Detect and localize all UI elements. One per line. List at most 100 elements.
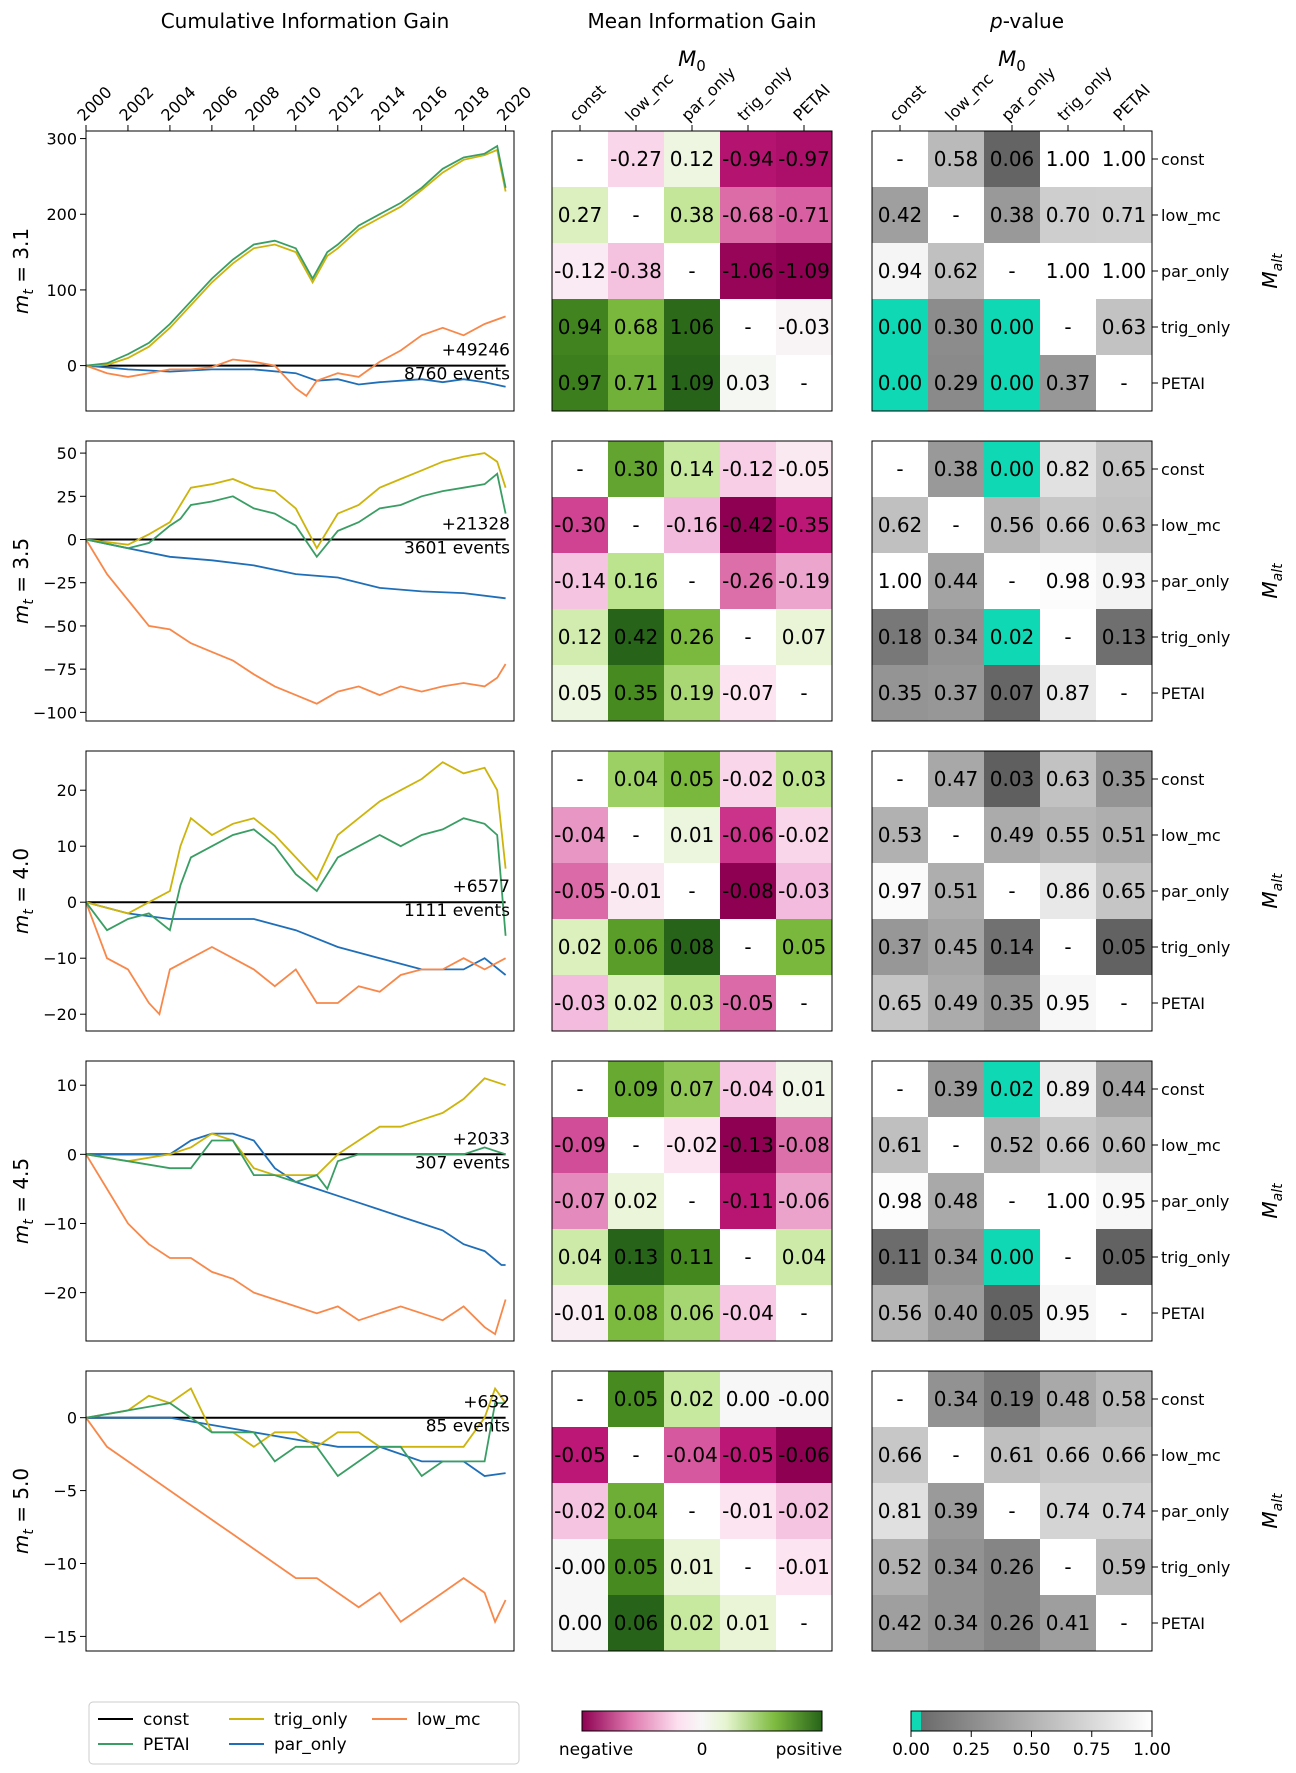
pvalue-cell-label: - <box>896 457 903 481</box>
mean-colorbar-gradient <box>581 1710 823 1732</box>
pvalue-cell <box>1040 807 1097 864</box>
pvalue-cell-label: 0.89 <box>1046 1077 1091 1101</box>
mean-cell-label: 0.11 <box>670 1245 715 1269</box>
mean-cell-label: 0.97 <box>558 371 603 395</box>
pvalue-cell <box>928 609 985 666</box>
mean-cell-label: - <box>800 371 807 395</box>
pvalue-cell-label: - <box>1064 315 1071 339</box>
pvalue-cell <box>872 1285 929 1342</box>
row-label-value: = 4.5 <box>9 1158 33 1219</box>
gain-annotation: +6577 <box>452 877 510 897</box>
x-tick-label: 2012 <box>325 83 367 125</box>
mean-cell-label: - <box>800 681 807 705</box>
pvalue-cell <box>1040 187 1097 244</box>
pvalue-cell <box>872 751 929 808</box>
pvalue-cell-label: 0.97 <box>878 879 923 903</box>
model-label: low_mc <box>1161 1446 1221 1466</box>
pvalue-cell <box>1096 919 1153 976</box>
pvalue-cell-label: 0.55 <box>1046 823 1091 847</box>
malt-label: Malt <box>1258 1493 1286 1529</box>
mean-cell <box>720 1371 777 1428</box>
model-label: low_mc <box>1161 516 1221 536</box>
mean-cell <box>720 1285 777 1342</box>
pvalue-cell-label: - <box>896 1077 903 1101</box>
pvalue-cell <box>1096 187 1153 244</box>
mean-cell <box>776 497 833 554</box>
pvalue-cell-label: 0.00 <box>878 315 923 339</box>
pvalue-cell <box>984 355 1041 412</box>
mean-cell-label: 0.00 <box>558 1611 603 1635</box>
model-label: PETAI <box>1161 1614 1205 1633</box>
model-label: low_mc <box>1161 206 1221 226</box>
mean-heatmap: -0.04 0.05 -0.02 0.03-0.04-0.01 -0.06 -0.02-0… <box>551 750 833 1032</box>
mean-cell-label: 0.68 <box>614 315 659 339</box>
pvalue-cell <box>872 131 929 188</box>
legend-label-PETAI: PETAI <box>143 1735 190 1755</box>
pvalue-cell <box>1040 243 1097 300</box>
mean-cell-label: -0.07 <box>722 681 774 705</box>
pvalue-cell <box>1096 1539 1153 1596</box>
mean-cell-label: 0.71 <box>614 371 659 395</box>
mean-cell <box>552 1371 609 1428</box>
mean-cell-label: 0.42 <box>614 625 659 649</box>
mean-cell <box>608 187 665 244</box>
y-tick-label: −75 <box>43 660 77 679</box>
mean-cell <box>664 807 721 864</box>
mean-cell-label: -0.05 <box>722 991 774 1015</box>
mean-cell-label: -0.03 <box>778 315 830 339</box>
malt-sub: alt <box>1270 563 1286 581</box>
pvalue-cell <box>928 665 985 722</box>
gain-annotation: +49246 <box>442 341 510 361</box>
column-label: trig_only <box>1053 62 1116 125</box>
mean-cell-label: -0.06 <box>778 1189 830 1213</box>
mean-heatmap: - -0.27 0.12 -0.94 -0.970.27-0.38 -0.68 -0.71-… <box>551 130 833 412</box>
mean-cell-label: 0.08 <box>670 935 715 959</box>
pvalue-cell-label: 0.00 <box>990 457 1035 481</box>
malt-sub: alt <box>1270 1183 1286 1201</box>
model-label: PETAI <box>1161 994 1205 1013</box>
mean-cell <box>664 131 721 188</box>
mean-cell-label: 0.03 <box>670 991 715 1015</box>
x-tick-label: 2006 <box>199 83 241 125</box>
mean-cell-label: 0.19 <box>670 681 715 705</box>
pvalue-cell-label: 0.71 <box>1102 203 1147 227</box>
pvalue-cell-label: 0.03 <box>990 767 1035 791</box>
mean-cell <box>776 1483 833 1540</box>
y-tick-label: −25 <box>43 574 77 593</box>
pvalue-cell <box>1040 1229 1097 1286</box>
pvalue-cell <box>984 609 1041 666</box>
pvalue-cell <box>928 807 985 864</box>
pvalue-cell-label: 0.58 <box>1102 1387 1147 1411</box>
pvalue-cell <box>928 553 985 610</box>
pvalue-cell <box>1096 299 1153 356</box>
pvalue-colorbar-tick-label: 0.25 <box>952 1740 990 1760</box>
mean-cell-label: - <box>744 1245 751 1269</box>
mean-cell <box>664 1229 721 1286</box>
pvalue-suffix: -value <box>1003 9 1064 33</box>
model-label: const <box>1161 150 1204 169</box>
pvalue-cell-label: - <box>1064 1245 1071 1269</box>
mean-cell <box>720 1539 777 1596</box>
pvalue-cell-label: - <box>1008 1499 1015 1523</box>
mean-colorbar-positive: positive <box>776 1740 843 1760</box>
mean-cell-label: -0.05 <box>778 457 830 481</box>
gain-annotation: +632 <box>463 1393 510 1413</box>
mean-colorbar-negative: negative <box>559 1740 633 1760</box>
x-tick-label: 2010 <box>283 83 325 125</box>
mean-heatmap: -0.30 0.14 -0.12 -0.05-0.30- -0.16 -0.42 -0.35… <box>551 440 833 722</box>
cumulative-axes: −15 −10 −5 0 +632 85 events <box>43 1370 515 1652</box>
model-label: par_only <box>1161 262 1229 282</box>
mean-cell-label: 0.01 <box>726 1611 771 1635</box>
pvalue-cell <box>872 355 929 412</box>
malt-m: M <box>1258 271 1282 288</box>
mean-cell-label: -0.04 <box>722 1301 774 1325</box>
pvalue-cell-label: 0.61 <box>878 1133 923 1157</box>
pvalue-cell-label: - <box>1120 1301 1127 1325</box>
pvalue-cell <box>928 1061 985 1118</box>
pvalue-cell <box>1096 1117 1153 1174</box>
mean-cell <box>608 665 665 722</box>
pvalue-cell <box>872 441 929 498</box>
pvalue-cell <box>1040 1595 1097 1652</box>
